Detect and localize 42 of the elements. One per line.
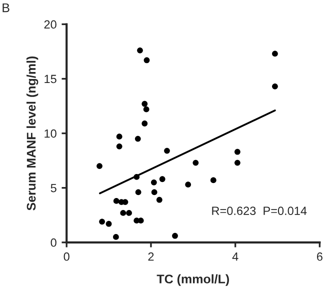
annotation: R=0.623 P=0.014 [212,206,307,216]
point [151,189,158,196]
y-tick-label: 0 [50,238,56,247]
point [156,196,162,203]
point [234,160,240,166]
point [159,176,166,182]
point [150,179,157,186]
point [234,148,240,155]
point [113,234,119,240]
point [106,220,112,227]
point [116,134,122,140]
point [164,148,170,154]
point [210,177,216,184]
point [142,100,148,107]
point [272,83,278,90]
y-tick-label: 15 [44,74,56,84]
point [96,163,102,169]
x-tick-label: 0 [64,252,70,261]
point [126,210,132,216]
text: B [2,3,10,12]
point [172,232,178,239]
x-tick-label: 2 [148,252,154,261]
point [135,189,142,196]
y-tick-label: 5 [50,184,56,192]
y-tick-label: 20 [44,20,56,29]
point [185,182,192,188]
point [99,218,105,225]
x-tick-label: 6 [316,252,322,261]
point [144,57,150,64]
point [142,120,148,126]
point [143,106,150,112]
point [137,47,143,54]
x-tick-label: 4 [232,252,238,261]
point [120,210,126,216]
point [116,143,122,150]
y-axis-title: Serum MANF level (ng/ml) [26,56,38,210]
point [272,50,278,57]
point [113,198,120,204]
point [192,160,199,166]
point [134,136,141,142]
y-tick-label: 10 [44,129,56,138]
x-axis-title: TC (mmol/L) [156,274,229,286]
